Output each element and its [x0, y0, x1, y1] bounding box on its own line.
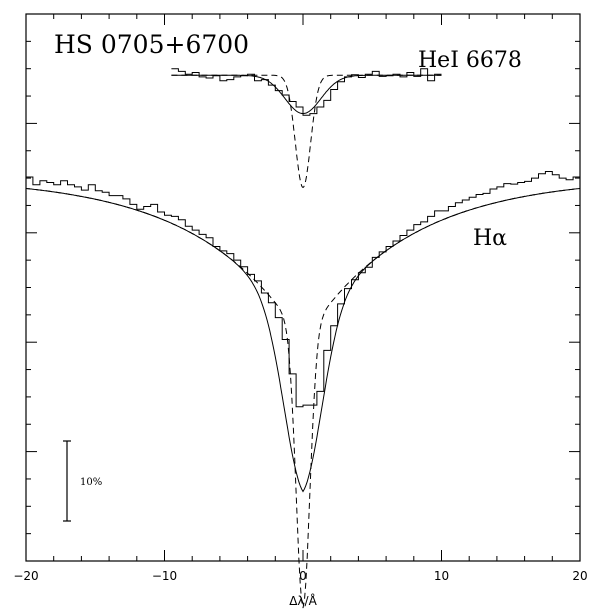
x-tick-labels: −20 −10 0 10 20	[13, 569, 587, 583]
x-axis-label: Δλ/Å	[289, 593, 317, 608]
axis-ticks	[25, 13, 581, 562]
halpha-model-curve	[25, 187, 581, 609]
x-tick-label-4: 20	[572, 569, 587, 583]
x-tick-label-1: −10	[152, 569, 177, 583]
x-tick-label-2: 0	[299, 569, 307, 583]
chart-title: HS 0705+6700	[54, 30, 249, 59]
hei-model-curve	[171, 74, 442, 188]
x-tick-label-3: 10	[434, 569, 449, 583]
x-tick-label-0: −20	[13, 569, 38, 583]
halpha-line-label: Hα	[473, 226, 507, 251]
halpha-observed-histogram	[26, 171, 580, 408]
plot-frame	[25, 13, 581, 562]
hei-fit-curve	[171, 74, 442, 115]
hei-line-label: HeI 6678	[418, 48, 522, 73]
scale-bar-label: 10%	[80, 477, 102, 488]
series-layer	[25, 68, 581, 609]
